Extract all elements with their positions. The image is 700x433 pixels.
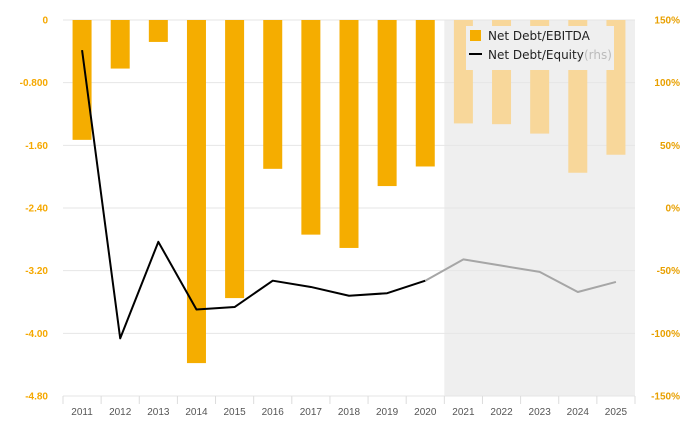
y-right-tick-label: 0% — [666, 204, 681, 215]
legend-swatch-bar — [470, 30, 481, 41]
x-tick-label: 2018 — [338, 407, 361, 418]
bar-2017 — [301, 20, 321, 235]
y-left-tick-label: -4.00 — [25, 329, 48, 340]
x-tick-label: 2020 — [414, 407, 437, 418]
y-right-tick-label: 50% — [660, 141, 680, 152]
line-series-actual — [81, 49, 426, 340]
bar-2019 — [377, 20, 397, 187]
y-left-tick-label: 0 — [42, 16, 48, 27]
legend-label-equity: Net Debt/Equity — [488, 48, 584, 62]
x-tick-label: 2015 — [223, 407, 246, 418]
bar-2013 — [148, 20, 168, 42]
bar-2018 — [339, 20, 359, 248]
y-right-tick-label: 150% — [654, 16, 680, 27]
bar-2011 — [72, 20, 92, 140]
bar-2020 — [415, 20, 435, 167]
x-tick-label: 2011 — [71, 407, 93, 418]
bar-2012 — [110, 20, 130, 69]
y-left-tick-label: -0.800 — [20, 78, 49, 89]
y-right-tick-label: -150% — [651, 392, 680, 403]
y-right-tick-label: -100% — [651, 329, 680, 340]
x-tick-label: 2025 — [605, 407, 628, 418]
legend-background — [466, 26, 614, 70]
y-left-tick-label: -2.40 — [25, 204, 48, 215]
legend-label-ebitda: Net Debt/EBITDA — [488, 29, 591, 43]
y-right-tick-label: -50% — [657, 266, 680, 277]
y-left-tick-label: -1.60 — [25, 141, 48, 152]
legend-label-suffix: (rhs) — [584, 48, 612, 62]
bar-2014 — [186, 20, 206, 364]
y-left-tick-label: -3.20 — [25, 266, 48, 277]
x-tick-label: 2024 — [567, 407, 590, 418]
x-tick-label: 2023 — [529, 407, 552, 418]
x-tick-label: 2014 — [185, 407, 208, 418]
x-tick-label: 2012 — [109, 407, 132, 418]
line-series-estimate — [424, 258, 617, 293]
y-left-tick-label: -4.80 — [25, 392, 48, 403]
y-right-tick-label: 100% — [654, 78, 680, 89]
bar-2016 — [263, 20, 283, 169]
x-tick-label: 2017 — [300, 407, 323, 418]
x-tick-label: 2019 — [376, 407, 399, 418]
bar-2015 — [225, 20, 245, 299]
x-tick-label: 2016 — [262, 407, 285, 418]
x-tick-label: 2021 — [452, 407, 475, 418]
x-tick-label: 2013 — [147, 407, 170, 418]
x-tick-label: 2022 — [490, 407, 513, 418]
